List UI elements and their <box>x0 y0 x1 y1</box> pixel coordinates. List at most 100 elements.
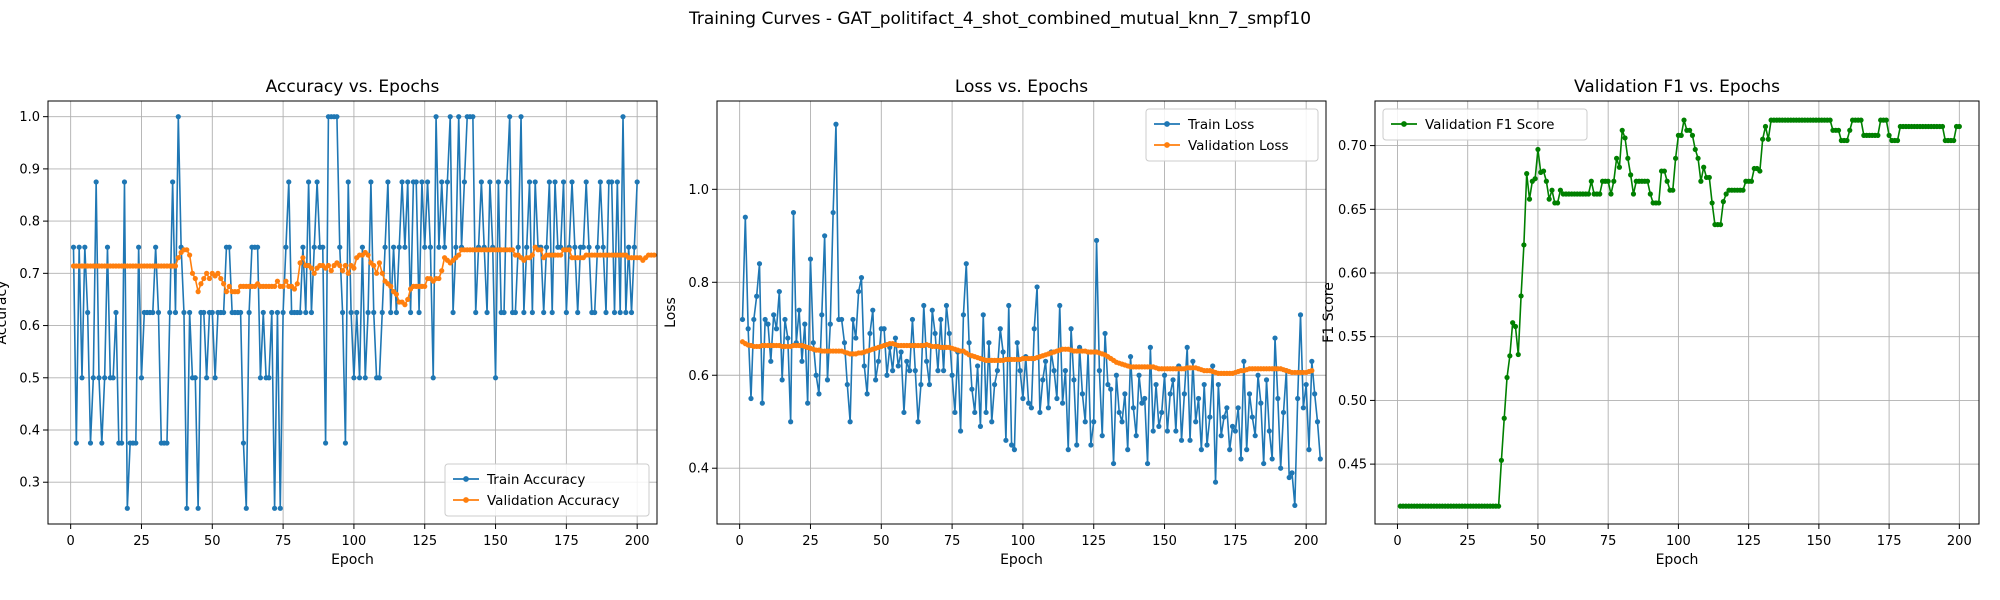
data-point <box>1258 400 1264 406</box>
data-point <box>444 179 450 185</box>
data-point <box>1025 400 1032 406</box>
data-point <box>201 309 207 316</box>
data-point <box>473 309 479 316</box>
data-point <box>226 283 232 289</box>
data-point <box>153 244 159 250</box>
data-point <box>82 244 88 250</box>
data-point <box>1088 442 1094 448</box>
data-point <box>255 244 261 250</box>
y-tick-label: 0.7 <box>19 267 40 282</box>
data-point <box>977 423 984 429</box>
data-point <box>1204 442 1210 448</box>
data-point <box>1894 137 1901 144</box>
data-point <box>243 505 249 511</box>
y-tick-label: 0.50 <box>1338 394 1367 409</box>
data-point <box>1515 351 1521 358</box>
data-point <box>560 179 567 185</box>
data-point <box>422 283 428 289</box>
data-point <box>1844 137 1850 144</box>
data-point <box>192 275 198 282</box>
data-point <box>113 309 119 316</box>
data-point <box>221 281 227 287</box>
data-point <box>1068 326 1074 332</box>
data-point <box>617 309 623 316</box>
data-point <box>1235 405 1241 411</box>
data-point <box>1317 456 1323 462</box>
data-point <box>1054 395 1060 402</box>
data-point <box>419 179 425 185</box>
data-point <box>1670 187 1676 193</box>
data-point <box>1510 320 1516 326</box>
data-point <box>1532 176 1538 182</box>
data-point <box>529 309 535 316</box>
data-point <box>651 252 657 258</box>
data-point <box>558 252 564 258</box>
data-point <box>93 179 99 185</box>
data-point <box>1190 358 1196 364</box>
data-point <box>1300 405 1306 411</box>
data-point <box>184 505 190 511</box>
data-point <box>1229 423 1236 429</box>
data-point <box>1071 377 1077 383</box>
x-tick-label: 75 <box>1600 534 1617 549</box>
data-point <box>841 340 848 346</box>
data-point <box>1956 123 1962 130</box>
data-point <box>1306 447 1312 453</box>
data-point <box>365 309 371 316</box>
data-point <box>776 288 782 295</box>
data-point <box>379 309 385 316</box>
data-point <box>1512 323 1519 330</box>
data-point <box>1187 437 1193 443</box>
figure-title: Training Curves - GAT_politifact_4_shot_… <box>688 9 1312 29</box>
data-point <box>198 281 204 287</box>
data-point <box>943 302 950 309</box>
data-point <box>1178 437 1185 443</box>
data-point <box>543 244 550 250</box>
x-tick-label: 150 <box>1152 534 1177 549</box>
data-point <box>269 309 275 316</box>
data-point <box>1698 178 1704 184</box>
data-point <box>436 244 442 250</box>
data-point <box>1314 419 1321 425</box>
data-point <box>399 179 405 185</box>
data-point <box>594 244 601 250</box>
data-point <box>509 247 516 253</box>
data-point <box>1164 428 1170 434</box>
data-point <box>884 372 890 378</box>
data-point <box>1272 335 1278 341</box>
data-point <box>1136 372 1142 378</box>
data-point <box>895 363 901 369</box>
data-point <box>1706 174 1712 181</box>
legend: Train Loss Validation Loss <box>1145 108 1319 162</box>
data-point <box>524 244 530 250</box>
legend: Validation F1 Score <box>1382 108 1588 141</box>
y-axis-label: F1 Score <box>1321 282 1337 343</box>
y-tick-label: 0.8 <box>688 276 709 291</box>
data-point <box>986 340 992 346</box>
data-point <box>348 309 354 316</box>
data-point <box>124 505 130 511</box>
x-tick-label: 200 <box>1294 534 1319 549</box>
data-point <box>345 179 351 185</box>
data-point <box>1261 460 1267 467</box>
data-point <box>311 270 317 276</box>
data-point <box>272 505 278 511</box>
data-point <box>402 302 408 308</box>
series-line <box>72 115 638 510</box>
x-tick-label: 75 <box>944 534 961 549</box>
data-point <box>960 312 967 318</box>
x-tick-label: 100 <box>342 534 367 549</box>
x-tick-label: 0 <box>736 534 744 549</box>
x-axis-label: Epoch <box>1656 552 1699 568</box>
data-point <box>1312 391 1318 397</box>
data-point <box>549 309 555 316</box>
data-point <box>1184 344 1190 350</box>
data-point <box>413 179 419 185</box>
data-point <box>339 309 346 316</box>
data-point <box>1116 409 1122 416</box>
data-point <box>1042 358 1049 364</box>
data-point <box>603 309 609 316</box>
data-point <box>359 244 366 250</box>
data-point <box>388 309 394 316</box>
data-point <box>907 368 913 374</box>
